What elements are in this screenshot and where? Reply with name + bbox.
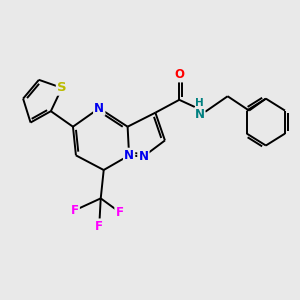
Text: N: N	[94, 102, 104, 115]
Text: F: F	[116, 206, 124, 219]
Text: N: N	[124, 149, 134, 162]
Text: N: N	[195, 108, 205, 121]
Text: N: N	[138, 150, 148, 163]
Text: F: F	[95, 220, 103, 232]
Text: O: O	[174, 68, 184, 81]
Text: F: F	[71, 204, 79, 217]
Text: H: H	[196, 98, 204, 108]
Text: S: S	[57, 81, 67, 94]
